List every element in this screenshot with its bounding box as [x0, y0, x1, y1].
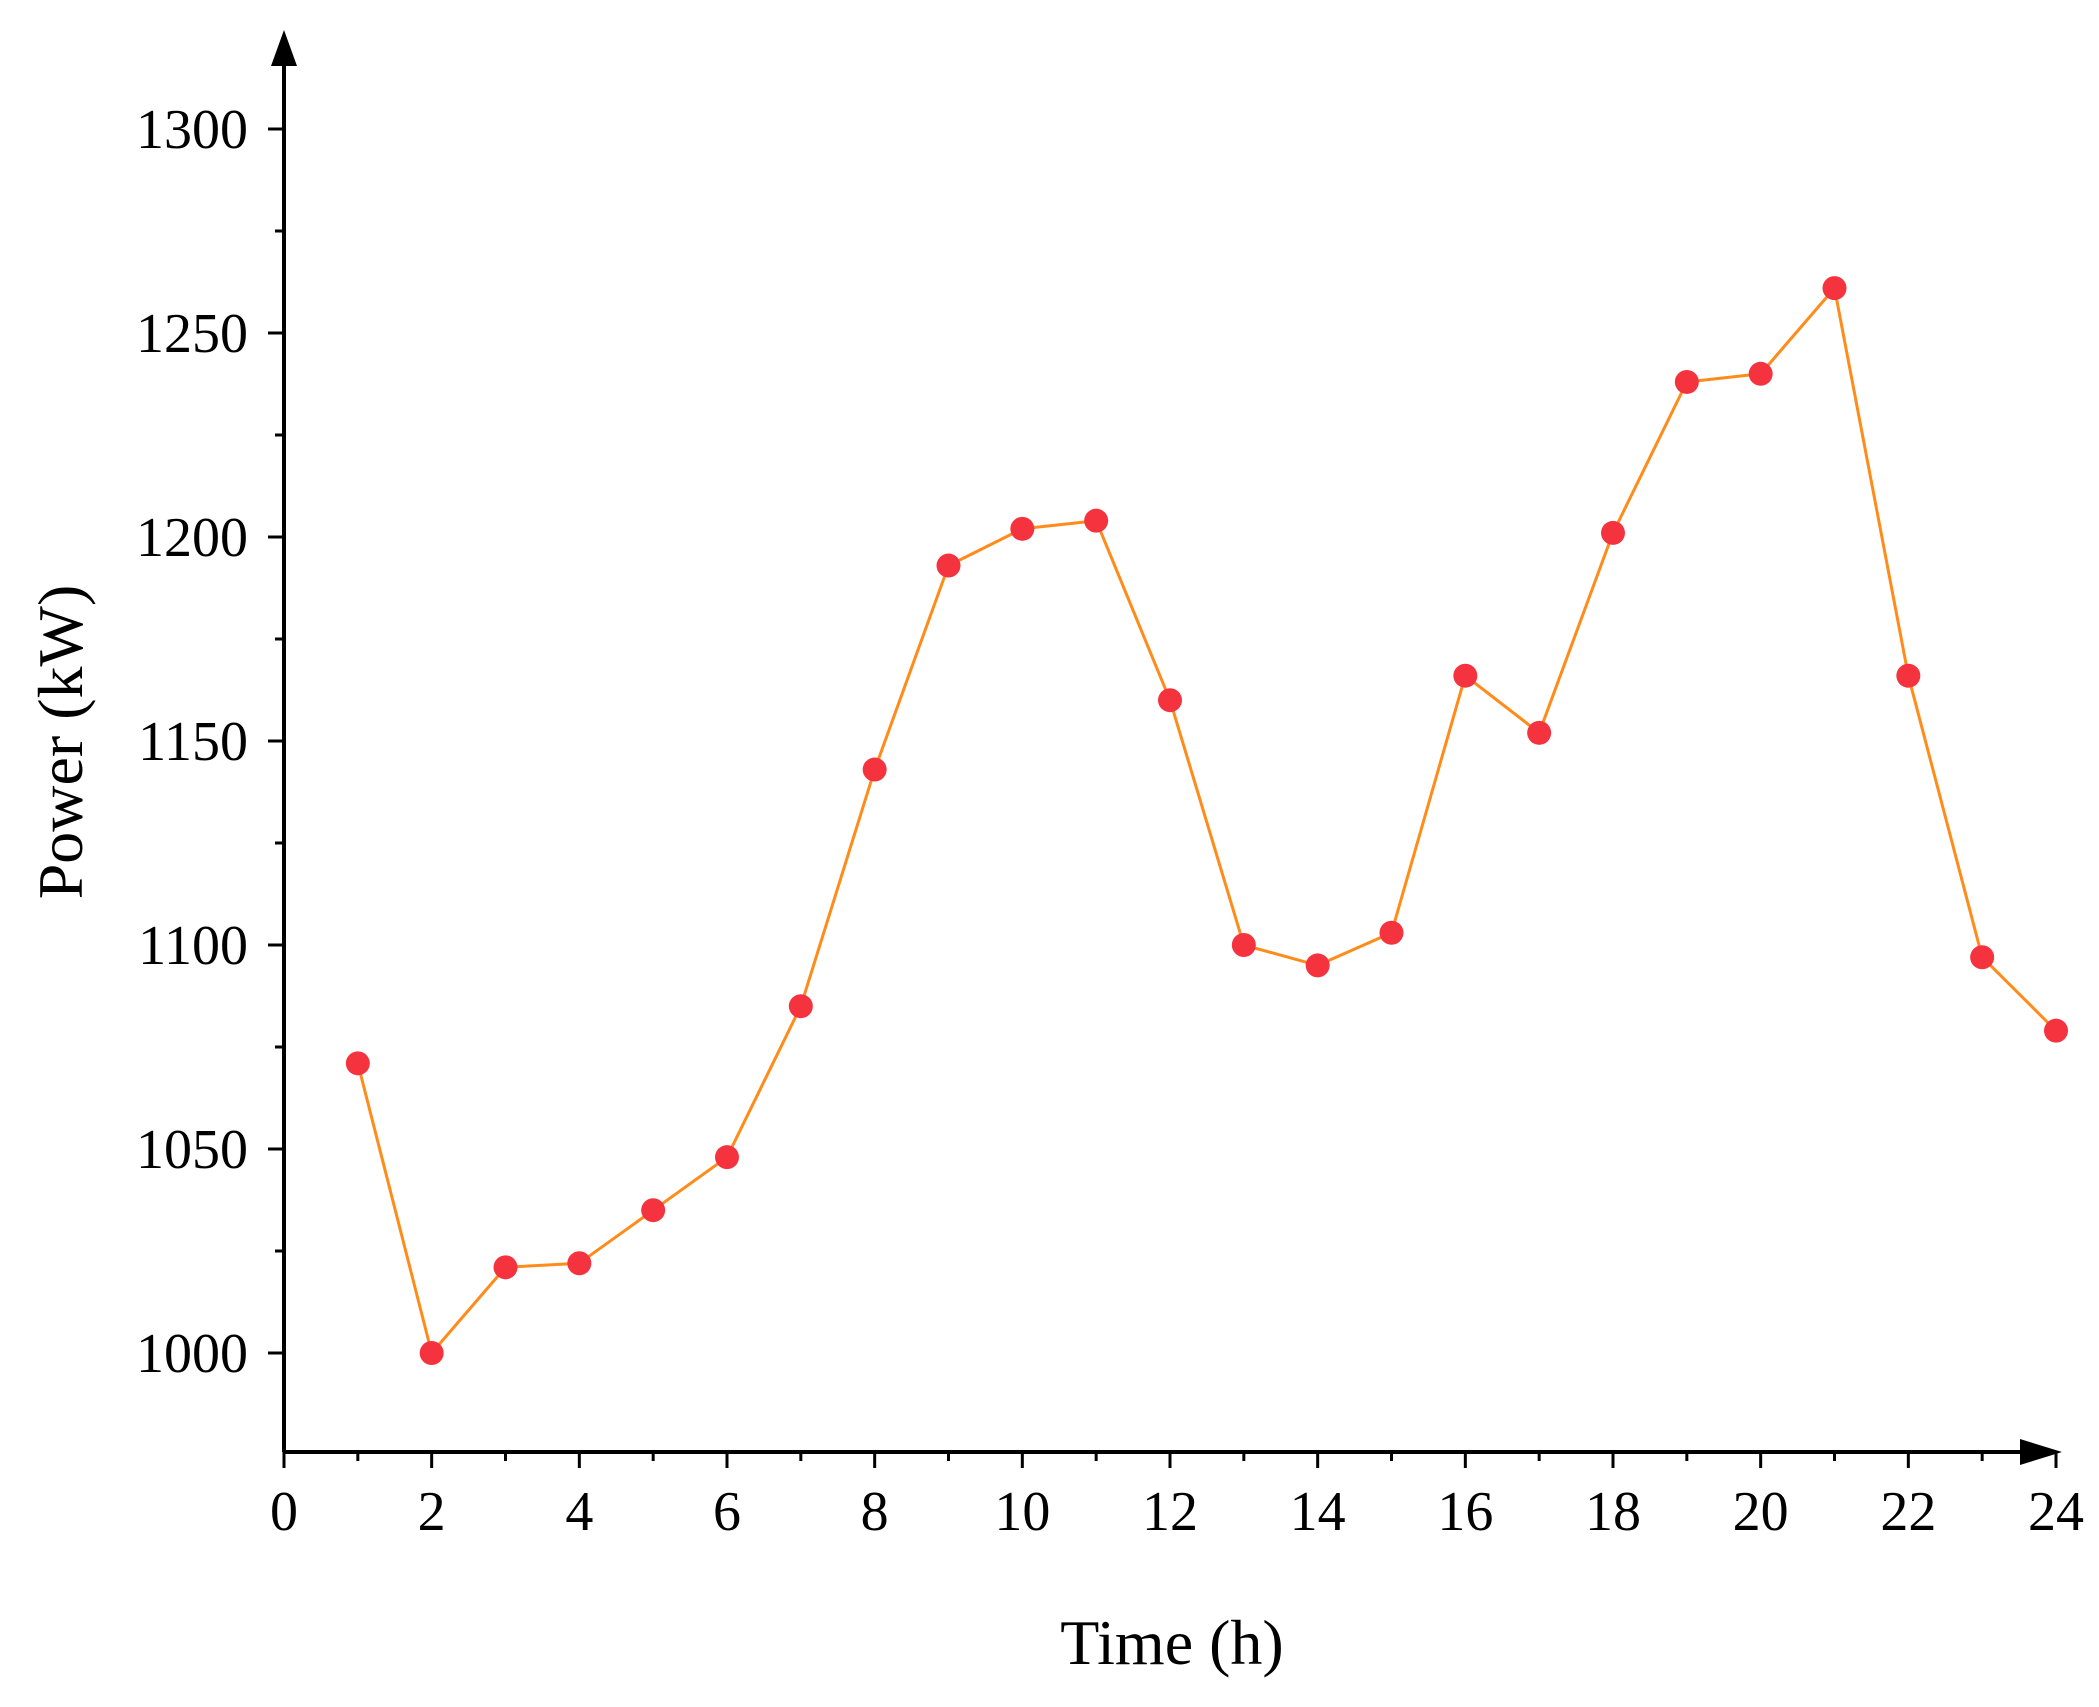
- x-tick-label: 10: [994, 1481, 1050, 1543]
- data-point: [1158, 688, 1182, 713]
- y-tick-label: 1300: [136, 99, 248, 161]
- data-point: [1601, 520, 1625, 545]
- labels: 0 2 4 6 8 10 12 14 16 18 20 22 241000105011001150120…: [25, 99, 2084, 1678]
- data-point: [419, 1341, 444, 1365]
- y-tick-label: 1150: [138, 711, 248, 773]
- axes: [271, 30, 2062, 1465]
- x-tick-label: 24: [2028, 1481, 2084, 1543]
- data-point: [1453, 663, 1478, 688]
- data-point: [1305, 953, 1330, 978]
- data-point: [641, 1198, 666, 1223]
- x-tick-label: 0: [270, 1481, 298, 1543]
- x-tick-label: 8: [861, 1481, 889, 1543]
- data-point: [345, 1051, 370, 1076]
- y-tick-label: 1050: [136, 1119, 248, 1181]
- data-point: [788, 994, 813, 1019]
- x-tick-label: 2: [418, 1481, 446, 1543]
- x-tick-label: 6: [713, 1481, 741, 1543]
- data-point: [1970, 945, 1995, 970]
- x-tick-label: 20: [1733, 1481, 1789, 1543]
- data-point: [1674, 369, 1699, 394]
- y-tick-label: 1200: [136, 507, 248, 569]
- x-tick-label: 14: [1290, 1481, 1346, 1543]
- data-point: [2044, 1018, 2068, 1043]
- data-point: [1084, 508, 1109, 533]
- data-point: [1527, 720, 1552, 745]
- x-tick-label: 18: [1585, 1481, 1641, 1543]
- data-point: [493, 1255, 518, 1280]
- series-line: [356, 286, 2058, 1355]
- y-tick-label: 1250: [136, 303, 248, 365]
- y-axis-title: Power (kW): [25, 585, 96, 900]
- data-point: [715, 1145, 739, 1170]
- y-tick-label: 1100: [138, 915, 248, 977]
- data-point: [1231, 933, 1256, 957]
- data-point: [1822, 276, 1847, 301]
- y-tick-label: 1000: [136, 1323, 248, 1385]
- ticks: [268, 127, 2058, 1468]
- y-axis-arrow: [271, 30, 297, 66]
- x-tick-label: 22: [1880, 1481, 1936, 1543]
- x-tick-label: 16: [1437, 1481, 1493, 1543]
- data-point: [1379, 920, 1404, 945]
- x-axis-arrow: [2020, 1439, 2062, 1465]
- data-point: [1896, 663, 1921, 688]
- data-point: [567, 1251, 592, 1276]
- data-point: [1748, 361, 1773, 386]
- x-tick-label: 12: [1142, 1481, 1198, 1543]
- x-axis-title: Time (h): [1060, 1607, 1283, 1678]
- x-tick-label: 4: [565, 1481, 593, 1543]
- data-point: [862, 757, 887, 782]
- data-point: [1010, 516, 1035, 541]
- series-layer: [345, 276, 2068, 1365]
- data-point: [936, 553, 961, 578]
